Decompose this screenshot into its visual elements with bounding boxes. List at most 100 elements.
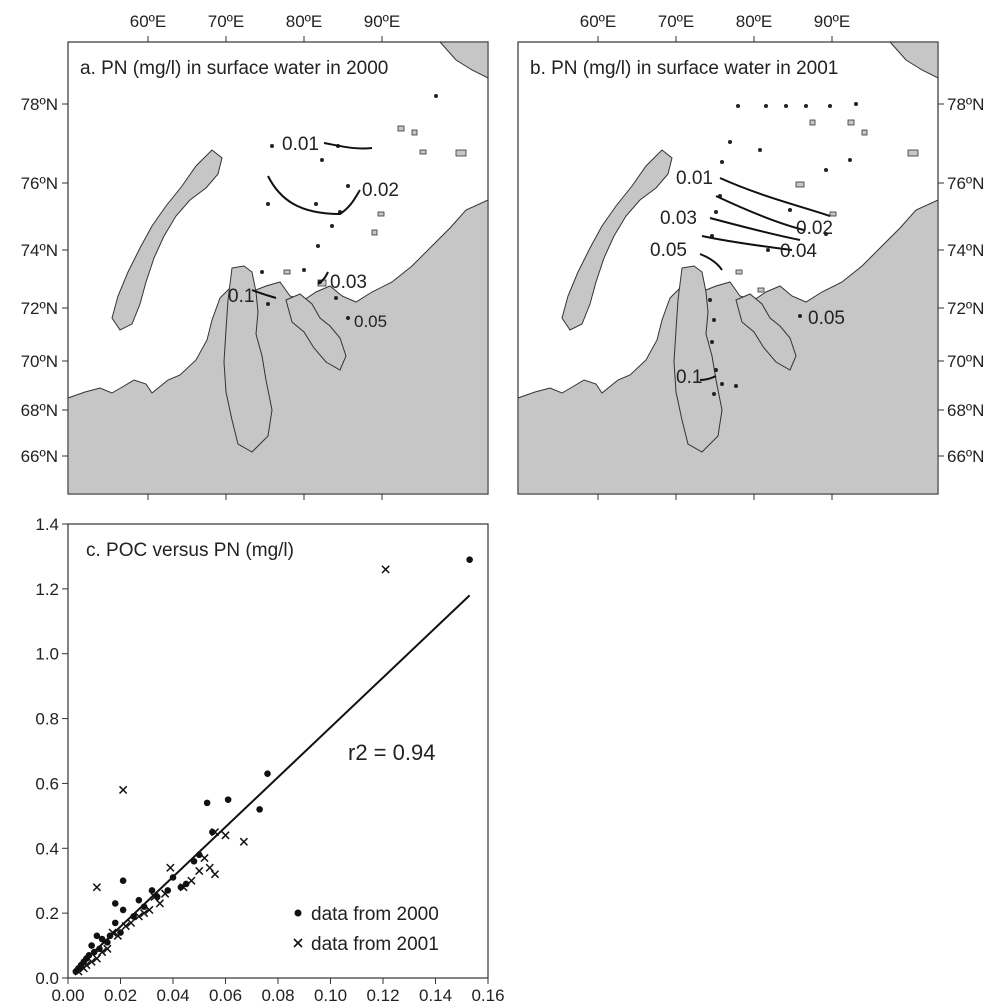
map-b-islands: [735, 119, 919, 293]
point-2000: [466, 556, 473, 563]
point-2000: [195, 851, 203, 859]
map-a-lon-labels: 60ºE 70ºE 80ºE 90ºE: [130, 12, 400, 31]
point-2001: [221, 831, 230, 840]
point-2000: [148, 887, 156, 894]
regression-line: [72, 594, 471, 973]
map-a-peninsula-yamal: [223, 265, 273, 453]
map-b-title: b. PN (mg/l) in surface water in 2001: [530, 58, 838, 79]
point-2001: [108, 928, 117, 937]
point-2001: [118, 785, 128, 795]
point-2000: [135, 896, 143, 904]
lat-tick-label: 76ºN: [21, 174, 58, 193]
map-a-contour-labels: 0.01 0.02 0.03 0.05 0.1: [228, 134, 399, 331]
point-2001: [195, 866, 204, 876]
point-2000: [140, 903, 148, 910]
lat-tick-label: 70ºN: [947, 352, 984, 371]
point-2000: [169, 874, 177, 881]
contour-label: 0.03: [660, 208, 697, 229]
map-a-lat-labels: 78ºN 76ºN 74ºN 72ºN 70ºN 68ºN 66ºN: [21, 95, 58, 466]
point-2000: [93, 932, 101, 940]
point-2000: [224, 796, 232, 803]
point-2001: [200, 853, 209, 863]
x-axis: 0.00 0.02 0.04 0.06 0.08 0.10 0.12 0.14 0.16: [51, 978, 505, 1005]
map-b-lat-labels: 78ºN 76ºN 74ºN 72ºN 70ºN 68ºN 66ºN: [947, 95, 984, 466]
point-2001: [155, 899, 165, 908]
contour-label: 0.05: [808, 308, 845, 329]
point-2001: [210, 870, 220, 879]
y-tick-label: 0.0: [35, 969, 59, 988]
point-2001: [179, 883, 188, 892]
point-2001: [187, 876, 196, 885]
point-2001: [74, 967, 83, 976]
point-2000: [111, 919, 119, 927]
contour-label: 0.01: [282, 134, 319, 155]
lat-tick-label: 72ºN: [21, 299, 58, 318]
point-2001: [121, 921, 130, 931]
point-2000: [264, 770, 271, 777]
lat-tick-label: 66ºN: [947, 447, 984, 466]
contour-label: 0.02: [362, 180, 399, 201]
contour-label: 0.05: [354, 312, 387, 331]
point-2000: [256, 806, 263, 813]
y-tick-label: 1.2: [35, 580, 59, 599]
lon-tick-label: 60ºE: [580, 12, 616, 31]
lat-tick-label: 68ºN: [947, 401, 984, 420]
lon-tick-label: 90ºE: [364, 12, 400, 31]
x-tick-label: 0.02: [104, 986, 137, 1005]
lon-tick-label: 70ºE: [208, 12, 244, 31]
lat-tick-label: 66ºN: [21, 447, 58, 466]
point-2000: [111, 900, 119, 907]
lat-tick-label: 74ºN: [21, 241, 58, 260]
lat-tick-label: 76ºN: [947, 174, 984, 193]
map-a-novaya-zemlya: [111, 149, 223, 331]
lat-tick-label: 70ºN: [21, 352, 58, 371]
contour-label: 0.03: [330, 272, 367, 293]
map-a-contours: [251, 142, 373, 299]
point-2000: [88, 942, 95, 949]
legend: data from 2000 data from 2001: [293, 904, 439, 955]
point-2000: [119, 877, 127, 885]
map-a-islands: [283, 125, 467, 287]
point-2001: [381, 565, 390, 574]
legend-label-2000: data from 2000: [311, 904, 439, 925]
map-b-land-siberia: [517, 199, 939, 495]
y-axis: 0.0 0.2 0.4 0.6 0.8 1.0 1.2 1.4: [35, 515, 68, 988]
scatter-panel-c: 0.00.20.40.60.81.01.21.4 0.00 0.02 0.04 0.0…: [35, 515, 504, 1005]
lat-tick-label: 78ºN: [947, 95, 984, 114]
x-tick-label: 0.08: [261, 986, 294, 1005]
map-a-title: a. PN (mg/l) in surface water in 2000: [80, 58, 388, 79]
map-b-contour-labels: 0.01 0.02 0.03 0.04 0.05 0.05 0.1: [650, 168, 845, 388]
contour-label: 0.1: [228, 286, 254, 307]
legend-marker-2001: [293, 938, 303, 948]
scatter-title: c. POC versus PN (mg/l): [86, 540, 294, 561]
lat-tick-label: 72ºN: [947, 299, 984, 318]
map-b-severnaya-zemlya: [888, 41, 939, 79]
point-2000: [98, 935, 106, 943]
point-2000: [90, 948, 98, 956]
map-a-peninsula-gydan: [285, 293, 347, 371]
map-b-contours: [699, 177, 831, 381]
contour-label: 0.04: [780, 241, 817, 262]
point-2001: [150, 892, 159, 902]
map-b-peninsula-gydan: [735, 293, 797, 371]
point-2001: [92, 883, 102, 892]
y-tick-label: 1.0: [35, 645, 59, 664]
contour-label: 0.1: [676, 367, 702, 388]
point-2001: [210, 827, 220, 837]
point-2000: [190, 857, 198, 865]
x-tick-label: 0.04: [156, 986, 189, 1005]
r2-annotation: r2 = 0.94: [348, 740, 435, 765]
lat-tick-label: 78ºN: [21, 95, 58, 114]
map-b-lon-labels: 60ºE 70ºE 80ºE 90ºE: [580, 12, 850, 31]
point-2001: [126, 918, 136, 928]
point-2000: [104, 939, 111, 946]
y-tick-label: 0.8: [35, 710, 59, 729]
x-tick-label: 0.16: [471, 986, 504, 1005]
contour-label: 0.05: [650, 240, 687, 261]
x-tick-label: 0.14: [419, 986, 452, 1005]
point-2001: [113, 931, 123, 940]
point-2000: [130, 913, 137, 920]
lat-tick-label: 68ºN: [21, 401, 58, 420]
y-tick-label: 1.4: [35, 515, 59, 534]
